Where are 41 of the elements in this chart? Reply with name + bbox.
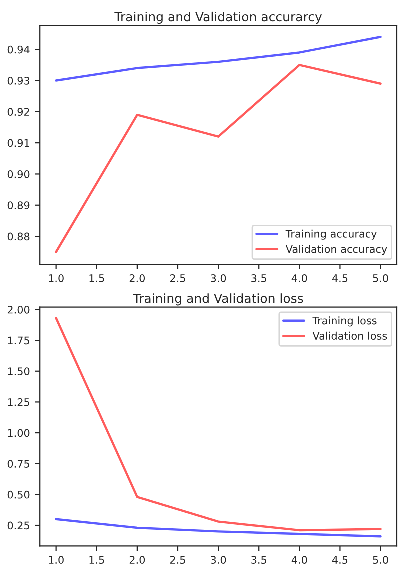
x-tick-label: 2.5: [170, 274, 186, 282]
x-tick-label: 1.0: [49, 274, 64, 282]
x-tick-label: 2.0: [130, 274, 146, 282]
line-series: [55, 518, 382, 538]
y-tick-label: 0.94: [8, 46, 30, 54]
y-tick-label: 1.75: [8, 336, 30, 345]
y-tick-label: 0.25: [8, 522, 30, 530]
y-tick-label: 0.50: [8, 490, 30, 499]
y-tick-label: 1.50: [8, 368, 30, 376]
line-series: [55, 36, 382, 82]
x-tick-label: 4.5: [332, 556, 348, 564]
x-tick-label: 3.5: [252, 556, 266, 564]
y-tick-label: 0.90: [8, 170, 30, 178]
chart-title: Training and Validation loss: [133, 294, 304, 306]
legend-label: Validation accuracy: [286, 245, 388, 256]
y-tick-label: 1.25: [8, 398, 30, 406]
y-tick-label: 2.00: [8, 306, 30, 314]
x-tick-label: 3.0: [211, 274, 226, 282]
x-tick-label: 5.0: [373, 556, 388, 564]
legend-label: Validation loss: [312, 332, 388, 340]
x-tick-label: 2.5: [170, 556, 186, 564]
legend-label: Training accuracy: [286, 230, 377, 240]
y-tick-label: 0.93: [8, 76, 30, 85]
x-tick-label: 3.5: [252, 274, 266, 282]
x-tick-label: 1.5: [90, 556, 104, 564]
y-tick-label: 0.91: [8, 139, 30, 148]
x-tick-label: 1.0: [49, 556, 64, 564]
y-tick-label: 0.75: [8, 460, 30, 468]
x-tick-label: 5.0: [373, 274, 388, 282]
chart-title: Training and Validation accurarcy: [114, 12, 322, 24]
legend-label: Training loss: [312, 316, 377, 327]
x-tick-label: 3.0: [211, 556, 226, 564]
x-tick-label: 4.5: [332, 274, 348, 282]
x-tick-label: 4.0: [292, 556, 308, 564]
x-tick-label: 4.0: [292, 274, 308, 282]
y-tick-label: 0.89: [8, 202, 30, 210]
x-tick-label: 1.5: [90, 274, 104, 282]
y-tick-label: 0.88: [8, 232, 30, 241]
x-tick-label: 2.0: [130, 556, 146, 564]
y-tick-label: 1.00: [8, 429, 30, 438]
y-tick-label: 0.92: [8, 108, 30, 116]
